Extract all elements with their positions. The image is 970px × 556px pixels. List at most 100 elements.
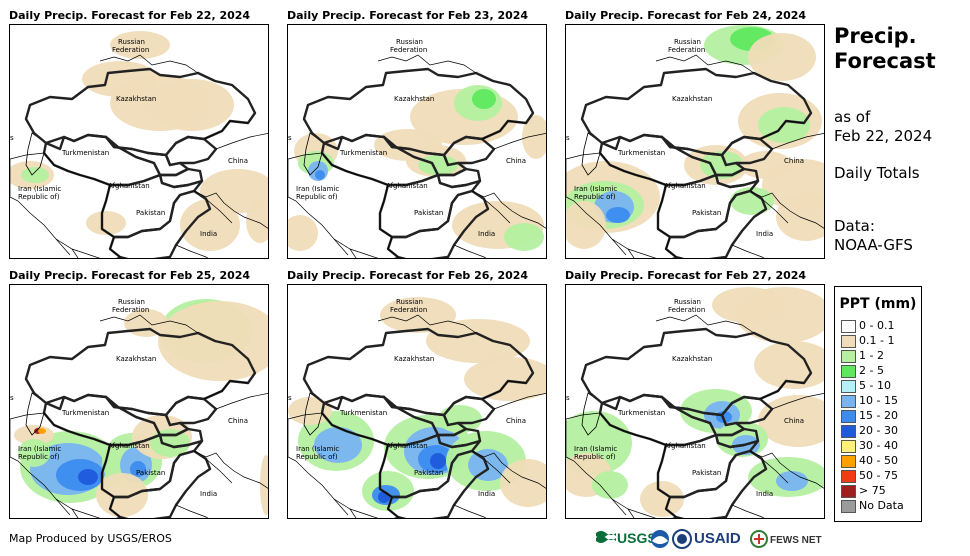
map-label-pakistan: Pakistan [136,469,165,477]
legend-label: 10 - 15 [859,394,898,407]
map-label-india: India [478,490,495,498]
map-label-russia-2: Federation [112,306,149,314]
country-border-china [759,380,824,410]
side-title-line-2: Forecast [834,49,936,73]
noaa-logo [651,530,669,548]
legend-swatch [841,410,856,423]
precip-area [426,319,530,363]
map-label-russia-2: Federation [390,306,427,314]
precip-area [260,455,268,515]
as-of-date: Feb 22, 2024 [834,127,933,145]
map-label-iran-1: Iran (Islamic [296,445,339,453]
country-border-iran [288,152,399,258]
map-label-afghanistan: Afghanistan [664,182,706,190]
country-border-pak [664,449,768,518]
map-label-india: India [478,230,495,238]
map-label-iran-1: Iran (Islamic [574,185,617,193]
legend-swatch [841,425,856,438]
fews-net-logo: FEWS NET [750,530,822,548]
panel-title: Daily Precip. Forecast for Feb 25, 2024 [9,269,251,282]
country-border-iran [10,412,121,518]
map-label-turkmenistan: Turkmenistan [61,149,109,157]
map-label-iran-2: Republic of) [296,453,338,461]
map-label-russia-1: Russian [396,38,423,46]
forecast-map: Russian Federation Kazakhstan Turkmenistan C… [9,24,269,259]
precip-area [246,199,268,243]
precip-area [288,397,332,425]
country-border-pak [108,449,212,518]
map-label-turkmenistan: Turkmenistan [617,409,665,417]
legend: PPT (mm) 0 - 0.1 0.1 - 1 1 - 2 2 - 5 5 - 10 1… [834,286,922,522]
country-border-kgz [164,395,218,427]
map-label-china: China [228,157,248,165]
legend-swatch [841,395,856,408]
forecast-panel-feb-25: Daily Precip. Forecast for Feb 25, 2024 … [9,269,271,526]
map-label-kazakhstan: Kazakhstan [672,355,712,363]
map-label-india: India [756,490,773,498]
precip-area [776,471,808,491]
forecast-panel-feb-27: Daily Precip. Forecast for Feb 27, 2024 … [565,269,827,526]
usgs-logo: USGS [596,530,657,546]
map-label-iran-1: Iran (Islamic [18,185,61,193]
daily-totals-label: Daily Totals [834,164,920,182]
partner-logos: USGS USAID FEWS NET [594,527,830,551]
map-label-russia-1: Russian [674,298,701,306]
precip-area [468,449,508,481]
map-label-afghanistan: Afghanistan [664,442,706,450]
forecast-panel-feb-23: Daily Precip. Forecast for Feb 23, 2024 … [287,9,549,266]
map-label-turkmenistan: Turkmenistan [61,409,109,417]
precip-area [592,471,628,499]
precip-area [78,469,98,485]
precip-area [566,201,606,249]
precip-area [18,439,50,467]
map-label-russia-1: Russian [674,38,701,46]
map-label-iran-1: Iran (Islamic [18,445,61,453]
map-label-edge-s: s [288,394,292,402]
fews-net-logo-text: FEWS NET [770,535,822,546]
country-border-uzb [660,395,746,437]
map-label-india: India [200,230,217,238]
map-label-russia-2: Federation [112,46,149,54]
country-border-gulf [55,498,79,518]
legend-swatch [841,470,856,483]
legend-swatch [841,455,856,468]
data-label: Data: [834,217,875,235]
country-border-kash [749,450,824,489]
precip-area [754,341,824,389]
country-border-kgz [720,135,774,167]
map-label-china: China [506,417,526,425]
map-label-iran-1: Iran (Islamic [296,185,339,193]
forecast-map: Russian Federation Kazakhstan Turkmenistan C… [565,284,825,519]
country-border-uzb [382,135,468,177]
map-label-iran-1: Iran (Islamic [574,445,617,453]
country-border-china [759,120,824,150]
country-border-rusN [377,54,477,74]
country-border-kash [193,190,268,229]
country-border-gulf [55,238,79,258]
map-label-edge-s: s [10,134,14,142]
country-border-china [481,380,546,410]
country-border-pak [108,189,212,258]
country-border-china [481,120,546,150]
map-label-edge-s: s [566,394,570,402]
precip-area [21,167,49,183]
legend-label: 5 - 10 [859,379,891,392]
country-border-ind [175,504,209,518]
country-border-rusN [377,314,477,334]
precip-area [288,215,318,251]
country-border-kgz [164,135,218,167]
country-border-kash [749,190,824,229]
precip-area [472,89,496,109]
map-label-india: India [200,490,217,498]
map-label-kazakhstan: Kazakhstan [394,355,434,363]
forecast-panel-feb-22: Daily Precip. Forecast for Feb 22, 2024 … [9,9,271,266]
country-border-ind [453,504,487,518]
country-border-china [203,120,268,150]
forecast-map: Russian Federation Kazakhstan Turkmenistan C… [287,24,547,259]
panel-title: Daily Precip. Forecast for Feb 22, 2024 [9,9,251,22]
